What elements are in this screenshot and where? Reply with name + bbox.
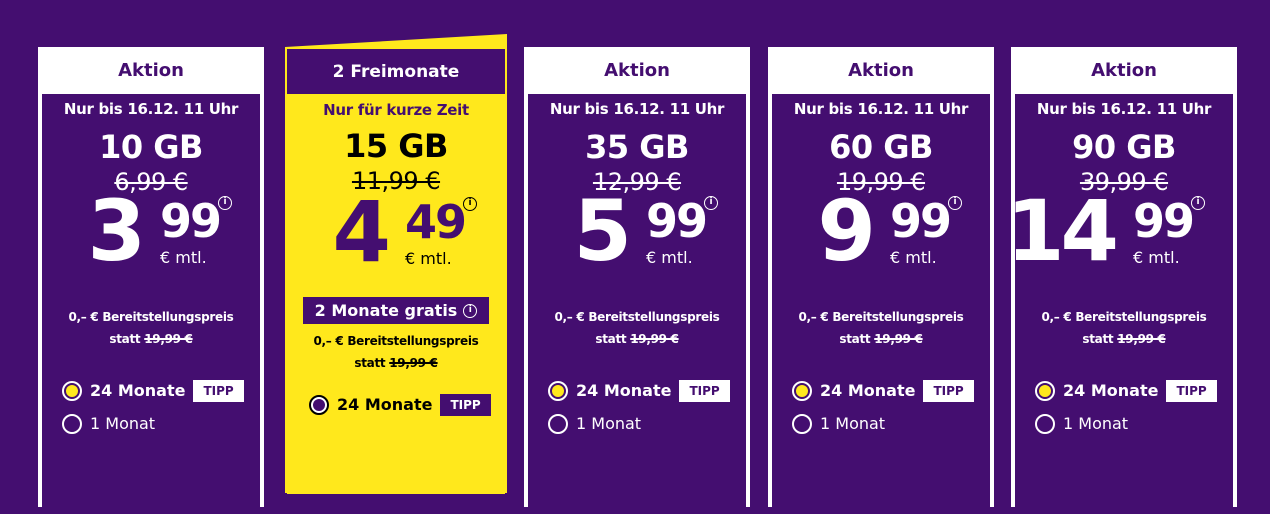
price: 3 99 i € mtl.: [42, 182, 260, 292]
tipp-badge: TIPP: [1166, 379, 1217, 402]
radio-icon[interactable]: [62, 413, 82, 434]
tariff-card: Aktion Nur bis 16.12. 11 Uhr 35 GB 12,99…: [524, 47, 750, 514]
info-icon[interactable]: i: [218, 196, 232, 210]
old-price: 39,99 €: [1079, 168, 1169, 196]
price-integer: 5: [573, 182, 632, 280]
price-decimal: 99: [1133, 194, 1195, 248]
price-unit: € mtl.: [1133, 248, 1180, 267]
card-badge: Aktion: [604, 60, 670, 81]
price-decimal: 99: [160, 194, 222, 248]
old-price: 12,99 €: [592, 168, 682, 196]
setup-fee: 0,– € Bereitstellungspreis statt 19,99 €: [798, 310, 964, 346]
offer-deadline: Nur bis 16.12. 11 Uhr: [549, 100, 725, 118]
info-icon[interactable]: i: [948, 196, 962, 210]
option-24-months[interactable]: 24 Monate TIPP: [1035, 374, 1233, 407]
tipp-badge: TIPP: [679, 379, 730, 402]
price-unit: € mtl.: [890, 248, 937, 267]
option-1-month[interactable]: 1 Monat: [548, 407, 746, 440]
price-integer: 14: [1006, 182, 1119, 280]
tipp-badge: TIPP: [193, 379, 244, 402]
radio-selected-icon[interactable]: [62, 380, 82, 401]
price-integer: 3: [87, 182, 146, 280]
radio-selected-icon[interactable]: [309, 394, 329, 415]
price: 4 49 i € mtl.: [287, 183, 505, 293]
data-volume: 35 GB: [585, 128, 689, 166]
old-price: 11,99 €: [351, 167, 441, 195]
promo-banner: 2 Monate gratis i: [302, 297, 490, 324]
setup-fee: 0,– € Bereitstellungspreis statt 19,99 €: [313, 334, 479, 370]
setup-fee: 0,– € Bereitstellungspreis statt 19,99 €: [554, 310, 720, 346]
card-badge: Aktion: [1091, 60, 1157, 81]
offer-deadline: Nur bis 16.12. 11 Uhr: [1036, 100, 1212, 118]
tipp-badge: TIPP: [923, 379, 974, 402]
setup-fee: 0,– € Bereitstellungspreis statt 19,99 €: [1041, 310, 1207, 346]
data-volume: 10 GB: [99, 128, 203, 166]
info-icon[interactable]: i: [704, 196, 718, 210]
tariff-card: Aktion Nur bis 16.12. 11 Uhr 90 GB 39,99…: [1006, 47, 1237, 514]
price: 9 99 i € mtl.: [772, 182, 990, 292]
data-volume: 90 GB: [1072, 128, 1176, 166]
option-24-months[interactable]: 24 Monate TIPP: [309, 388, 505, 421]
radio-icon[interactable]: [1035, 413, 1055, 434]
price-decimal: 99: [890, 194, 952, 248]
card-badge: Aktion: [118, 60, 184, 81]
price-integer: 4: [332, 183, 391, 281]
radio-selected-icon[interactable]: [548, 380, 568, 401]
price-decimal: 49: [405, 195, 467, 249]
old-price: 6,99 €: [114, 168, 188, 196]
data-volume: 15 GB: [344, 127, 448, 165]
tariff-card-featured: 2 Freimonate Nur für kurze Zeit 15 GB 11…: [283, 33, 509, 494]
option-1-month[interactable]: 1 Monat: [792, 407, 990, 440]
radio-selected-icon[interactable]: [792, 380, 812, 401]
setup-fee: 0,– € Bereitstellungspreis statt 19,99 €: [68, 310, 234, 346]
tariff-card: Aktion Nur bis 16.12. 11 Uhr 60 GB 19,99…: [768, 47, 994, 514]
radio-selected-icon[interactable]: [1035, 380, 1055, 401]
price: 14 99 i € mtl.: [1006, 182, 1233, 292]
price-unit: € mtl.: [405, 249, 452, 268]
tipp-badge: TIPP: [440, 393, 491, 416]
card-badge: Aktion: [848, 60, 914, 81]
option-1-month[interactable]: 1 Monat: [1035, 407, 1233, 440]
price-unit: € mtl.: [160, 248, 207, 267]
price-decimal: 99: [646, 194, 708, 248]
info-icon[interactable]: i: [463, 303, 478, 318]
option-24-months[interactable]: 24 Monate TIPP: [548, 374, 746, 407]
info-icon[interactable]: i: [1191, 196, 1205, 210]
price-unit: € mtl.: [646, 248, 693, 267]
option-1-month[interactable]: 1 Monat: [62, 407, 260, 440]
offer-deadline: Nur bis 16.12. 11 Uhr: [793, 100, 969, 118]
option-24-months[interactable]: 24 Monate TIPP: [62, 374, 260, 407]
tariff-card: Aktion Nur bis 16.12. 11 Uhr 10 GB 6,99 …: [38, 47, 264, 514]
offer-deadline: Nur für kurze Zeit: [323, 101, 469, 119]
radio-icon[interactable]: [792, 413, 812, 434]
price-integer: 9: [817, 182, 876, 280]
card-badge: 2 Freimonate: [287, 49, 505, 94]
price: 5 99 i € mtl.: [528, 182, 746, 292]
data-volume: 60 GB: [829, 128, 933, 166]
offer-deadline: Nur bis 16.12. 11 Uhr: [63, 100, 239, 118]
option-24-months[interactable]: 24 Monate TIPP: [792, 374, 990, 407]
info-icon[interactable]: i: [463, 197, 477, 211]
old-price: 19,99 €: [836, 168, 926, 196]
radio-icon[interactable]: [548, 413, 568, 434]
